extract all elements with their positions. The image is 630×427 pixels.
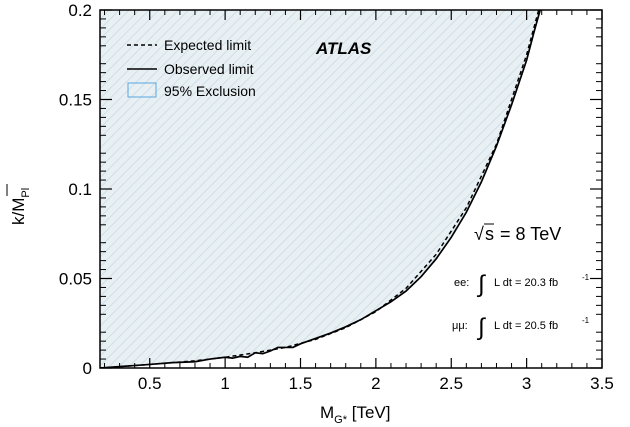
legend: Expected limit Observed limit 95% Exclus…	[127, 37, 256, 99]
x-tick-label: 1	[220, 374, 229, 393]
x-tick-label: 2.5	[439, 374, 463, 393]
y-tick-label: 0	[83, 359, 92, 378]
ee-integral-icon: ∫	[476, 271, 486, 298]
observed-limit-line	[100, 10, 542, 368]
y-tick-label: 0.1	[68, 180, 92, 199]
x-tick-label: 1.5	[289, 374, 313, 393]
series-layer	[100, 10, 542, 368]
x-tick-label: 3	[522, 374, 531, 393]
x-axis-title-sub: G*	[334, 414, 348, 426]
ee-channel-label: ee:	[454, 277, 469, 289]
x-tick-label: 0.5	[138, 374, 162, 393]
legend-expected-label: Expected limit	[164, 37, 251, 53]
x-axis-title-unit: [TeV]	[347, 403, 390, 422]
x-tick-label: 3.5	[590, 374, 614, 393]
mumu-channel-label: μμ:	[452, 320, 468, 332]
mumu-luminosity: μμ: ∫ L dt = 20.5 fb -1	[452, 314, 590, 341]
y-axis: 0 0.05 0.1 0.15 0.2	[59, 1, 602, 378]
energy-variable: s	[485, 224, 494, 244]
y-tick-label: 0.15	[59, 91, 92, 110]
energy-value: = 8 TeV	[495, 224, 561, 244]
energy-label: √ s = 8 TeV	[474, 223, 561, 244]
y-tick-label: 0.05	[59, 270, 92, 289]
x-axis-title-main: M	[320, 403, 334, 422]
sqrt-symbol: √	[474, 224, 484, 244]
mumu-integral-icon: ∫	[476, 314, 486, 341]
x-axis: 0.5 1 1.5 2 2.5 3 3.5	[104, 10, 614, 393]
y-axis-title-mass: M	[9, 198, 28, 212]
exclusion-region	[100, 10, 541, 368]
y-axis-title: k/MPl	[9, 188, 32, 225]
x-axis-title: MG* [TeV]	[320, 403, 390, 426]
legend-observed-label: Observed limit	[164, 61, 254, 77]
y-axis-title-sub: Pl	[20, 188, 32, 198]
mumu-lumi-text: L dt = 20.5 fb	[494, 320, 558, 332]
mumu-lumi-exponent: -1	[582, 316, 590, 325]
experiment-label: ATLAS	[315, 39, 372, 58]
legend-exclusion-swatch	[127, 82, 157, 98]
ee-luminosity: ee: ∫ L dt = 20.3 fb -1	[454, 271, 590, 298]
ee-lumi-exponent: -1	[582, 273, 590, 282]
ee-lumi-text: L dt = 20.3 fb	[494, 277, 558, 289]
x-tick-label: 2	[371, 374, 380, 393]
legend-exclusion-label: 95% Exclusion	[164, 83, 256, 99]
y-tick-label: 0.2	[68, 1, 92, 20]
y-axis-title-main: k/	[9, 212, 28, 226]
plot-area: 0.5 1 1.5 2 2.5 3 3.5 0 0.05 0.1 0.15 0.2	[59, 1, 614, 393]
